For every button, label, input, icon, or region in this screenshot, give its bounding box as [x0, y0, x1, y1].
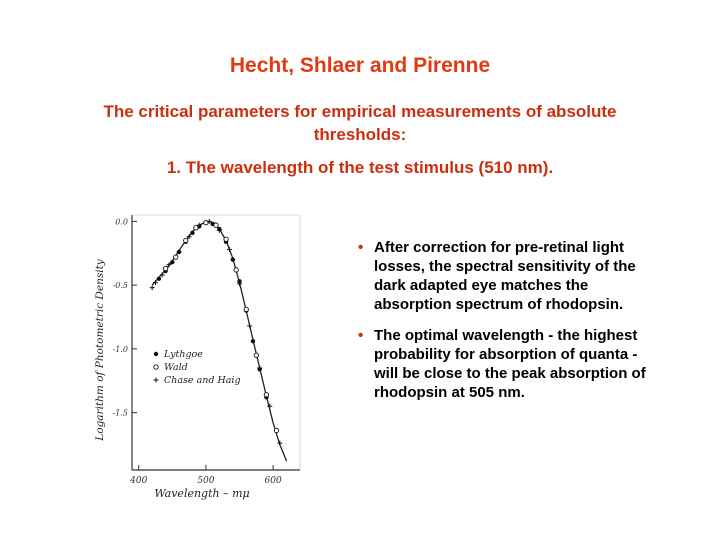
- y-axis-label: Logarithm of Photometric Density: [94, 258, 106, 442]
- y-tick-label: -1.0: [113, 345, 128, 354]
- wald-point: [213, 222, 219, 228]
- chase-haig-point: [277, 440, 283, 446]
- chase-haig-point: [153, 377, 159, 383]
- chase-haig-point: [153, 280, 159, 286]
- lythgoe-point: [156, 276, 162, 281]
- y-tick-label: -1.5: [113, 409, 128, 418]
- lythgoe-point: [237, 279, 242, 284]
- y-tick-label: 0.0: [115, 217, 128, 226]
- chart-ticks: 0.0 -0.5 -1.0 -1.5 400 500 600: [113, 217, 282, 486]
- chase-haig-point: [267, 403, 273, 409]
- lythgoe-point: [230, 257, 235, 262]
- chase-haig-point: [216, 227, 222, 233]
- wald-point: [263, 392, 270, 398]
- x-tick-label: 500: [197, 476, 214, 486]
- wald-point: [223, 236, 229, 242]
- lythgoe-point: [153, 351, 159, 357]
- chase-haig-point: [149, 285, 155, 291]
- x-tick-label: 400: [129, 476, 147, 486]
- legend-label: Wald: [164, 362, 188, 373]
- wald-point: [273, 427, 280, 434]
- wald-point: [233, 267, 239, 273]
- legend-label: Lythgoe: [163, 349, 203, 360]
- chase-haig-point: [257, 365, 263, 371]
- wald-point: [183, 237, 189, 244]
- bullet-item-pre-retinal: • After correction for pre-retinal light…: [356, 238, 646, 314]
- data-points: [149, 218, 283, 446]
- wald-point: [243, 306, 249, 313]
- lythgoe-point: [250, 339, 256, 344]
- chase-haig-point: [166, 262, 172, 268]
- spectral-sensitivity-chart: 0.0 -0.5 -1.0 -1.5 400 500 600 Lythgoe Wald Chas…: [94, 214, 301, 500]
- x-axis-label: Wavelength – mμ: [154, 487, 249, 500]
- chase-haig-point: [176, 249, 182, 255]
- bullet-item-optimal-wavelength: • The optimal wavelength - the highest p…: [356, 326, 646, 402]
- chase-haig-point: [159, 272, 165, 278]
- slide-subtitle: The critical parameters for empirical me…: [103, 102, 617, 144]
- bullet-dot: •: [358, 239, 364, 256]
- wald-point: [253, 352, 259, 358]
- legend-label: Chase and Haig: [164, 375, 241, 386]
- slide-title: Hecht, Shlaer and Pirenne: [229, 54, 491, 77]
- chase-haig-point: [186, 234, 192, 240]
- wald-point: [162, 265, 169, 272]
- chase-haig-point: [206, 218, 212, 224]
- wald-point: [153, 364, 159, 370]
- lythgoe-point: [190, 230, 195, 236]
- sensitivity-curve: [151, 220, 288, 462]
- point-wavelength: 1. The wavelength of the test stimulus (…: [166, 158, 554, 177]
- bullet-list: • After correction for pre-retinal light…: [356, 238, 646, 414]
- chase-haig-point: [196, 222, 202, 228]
- chart-legend: Lythgoe Wald Chase and Haig: [153, 349, 241, 386]
- chase-haig-point: [237, 281, 243, 287]
- chart-axes: [131, 214, 301, 471]
- wald-point: [193, 225, 199, 231]
- bullet-text: The optimal wavelength - the highest pro…: [374, 327, 646, 401]
- chase-haig-point: [247, 323, 253, 329]
- bullet-text: After correction for pre-retinal light l…: [374, 239, 636, 313]
- wald-point: [173, 254, 179, 260]
- bullet-dot: •: [358, 327, 364, 344]
- y-tick-label: -0.5: [113, 281, 128, 290]
- x-tick-label: 600: [265, 476, 282, 486]
- chase-haig-point: [226, 246, 232, 252]
- lythgoe-point: [170, 259, 175, 265]
